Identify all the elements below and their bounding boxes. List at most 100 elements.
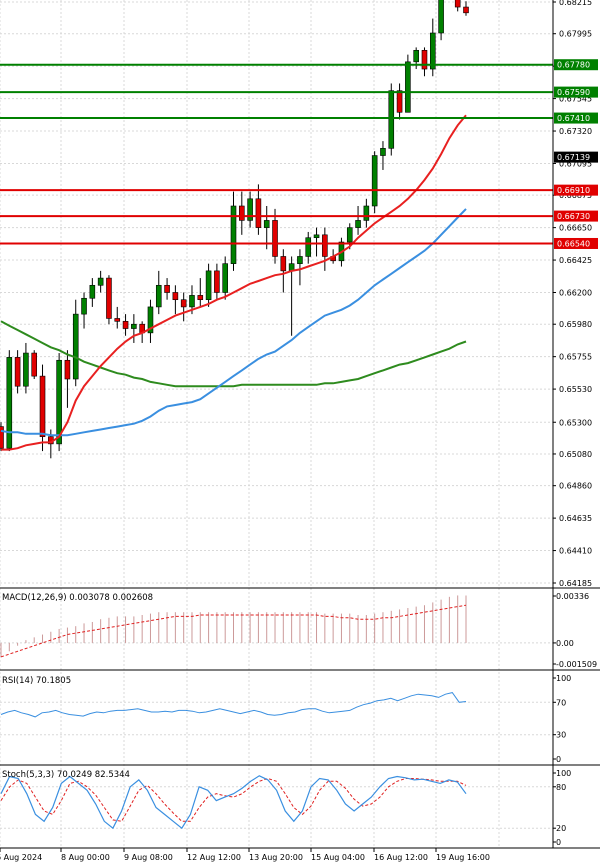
x-tick-label: 15 Aug 04:00 — [311, 853, 365, 862]
y-tick-label: 0.65755 — [559, 353, 592, 362]
candle-body — [371, 155, 378, 207]
candle-body — [39, 375, 46, 437]
candle-body — [180, 299, 187, 308]
candle-body — [263, 220, 270, 228]
candle-body — [155, 284, 162, 308]
macd-label: MACD(12,26,9) 0.003078 0.002608 — [2, 593, 154, 603]
candle-body — [280, 256, 287, 272]
stoch-tick-label: 80 — [556, 783, 566, 792]
level-price-label: 0.67590 — [557, 88, 590, 97]
candle-body — [131, 323, 137, 329]
candle-body — [6, 357, 13, 449]
candle-body — [363, 205, 370, 221]
candle-body — [255, 198, 262, 228]
level-price-label: 0.67410 — [557, 114, 590, 123]
candle-body — [396, 90, 403, 113]
candle-body — [272, 220, 278, 257]
level-price-box — [554, 112, 598, 124]
candle-body — [56, 359, 62, 445]
macd-signal-line — [0, 604, 467, 658]
candle-body — [81, 297, 87, 315]
ma-red-line — [1, 114, 467, 451]
candle-body — [413, 49, 419, 63]
rsi-tick-label: 0 — [556, 755, 561, 764]
candle-body — [429, 32, 436, 70]
candle-body — [205, 270, 212, 301]
stoch-label: Stoch(5,3,3) 70.0249 82.5344 — [2, 770, 130, 780]
candle-body — [405, 61, 411, 113]
level-price-box — [554, 210, 598, 222]
candle-body — [421, 49, 428, 70]
candle-body — [388, 90, 395, 149]
candle-body — [305, 237, 312, 257]
x-tick-label: 6 Aug 2024 — [0, 853, 42, 862]
candle-body — [72, 313, 79, 380]
candle-body — [355, 220, 361, 228]
y-tick-label: 0.64635 — [559, 514, 592, 523]
macd-tick-label: 0.00336 — [556, 592, 589, 601]
candle-body — [454, 0, 461, 8]
x-tick-label: 12 Aug 12:00 — [187, 853, 241, 862]
level-price-box — [554, 86, 598, 98]
y-tick-label: 0.65300 — [559, 418, 592, 427]
y-tick-label: 0.64185 — [559, 579, 592, 588]
y-tick-label: 0.66875 — [559, 191, 592, 200]
level-price-label: 0.66910 — [557, 186, 590, 195]
y-tick-label: 0.64410 — [559, 547, 592, 556]
rsi-line — [0, 692, 467, 718]
stoch-pane — [0, 775, 467, 830]
level-price-box — [554, 237, 598, 249]
x-axis: 6 Aug 2024 8 Aug 00:00 9 Aug 08:00 12 Aug 1… — [0, 848, 490, 862]
macd-pane — [0, 595, 467, 658]
candle-body — [313, 234, 320, 239]
candle-body — [247, 198, 253, 221]
candle-body — [230, 205, 237, 264]
current-price-box — [554, 151, 598, 163]
level-price-label: 0.66540 — [557, 239, 590, 248]
y-tick-label: 0.66650 — [559, 224, 592, 233]
candle-body — [222, 263, 228, 293]
candle-body — [239, 205, 245, 221]
y-tick-label: 0.67320 — [559, 127, 592, 136]
stoch-tick-label: 20 — [556, 824, 566, 833]
candle-body — [31, 352, 38, 377]
level-price-label: 0.66730 — [557, 212, 590, 221]
y-tick-label: 0.68215 — [559, 0, 592, 7]
ma-green-line — [0, 320, 467, 388]
candle-body — [164, 284, 170, 293]
y-tick-label: 0.64860 — [559, 482, 592, 491]
candle-body — [346, 227, 353, 243]
y-tick-label: 0.66200 — [559, 289, 592, 298]
candle-body — [64, 359, 71, 380]
candle-body — [297, 256, 303, 264]
candle-body — [122, 321, 129, 329]
stoch-tick-label: 100 — [556, 769, 571, 778]
stoch-tick-label: 0 — [556, 838, 561, 847]
y-tick-label: 0.67095 — [559, 159, 592, 168]
y-tick-label: 0.66425 — [559, 256, 592, 265]
x-tick-label: 9 Aug 08:00 — [124, 853, 173, 862]
candle-body — [463, 6, 469, 14]
candle-body — [97, 277, 104, 286]
candle-body — [106, 277, 112, 319]
y-axis: 0.682150.679950.677700.675450.673200.670… — [0, 0, 600, 849]
y-tick-label: 0.65980 — [559, 320, 592, 329]
candle-body — [114, 318, 121, 322]
current-price-label: 0.67139 — [557, 153, 590, 162]
macd-tick-label: 0.00 — [556, 639, 574, 648]
y-tick-label: 0.65530 — [559, 385, 592, 394]
macd-tick-label: -0.001509 — [556, 660, 597, 669]
candle-body — [322, 234, 328, 257]
candle-body — [147, 306, 154, 334]
candle-body — [438, 0, 444, 34]
candle-body — [380, 148, 386, 156]
x-tick-label: 19 Aug 16:00 — [436, 853, 490, 862]
rsi-tick-label: 30 — [556, 731, 566, 740]
grid — [0, 0, 553, 848]
rsi-tick-label: 70 — [556, 698, 566, 707]
x-tick-label: 13 Aug 20:00 — [249, 853, 303, 862]
rsi-tick-label: 100 — [556, 674, 571, 683]
candle-body — [23, 352, 29, 387]
